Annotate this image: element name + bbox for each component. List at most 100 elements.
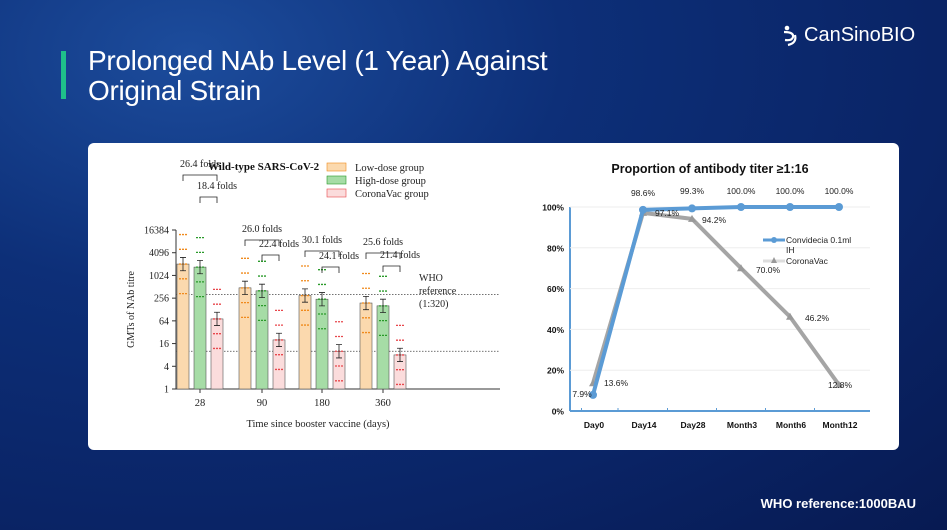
convidecia-marker bbox=[688, 204, 696, 213]
convidecia-marker bbox=[639, 205, 647, 214]
fold-bracket-outer bbox=[365, 252, 401, 259]
legend-label: Convidecia 0.1ml bbox=[786, 235, 851, 245]
legend-swatch bbox=[326, 188, 347, 198]
coronavac-marker bbox=[737, 264, 745, 272]
logo-text: CanSinoBIO bbox=[804, 24, 916, 46]
error-bar bbox=[336, 344, 342, 359]
error-bar bbox=[397, 347, 403, 362]
bar-high-dose bbox=[315, 298, 329, 390]
y-tick-label: 0% bbox=[552, 407, 565, 417]
fold-bracket-inner bbox=[199, 196, 218, 203]
y-tick-label: 4096 bbox=[149, 248, 169, 259]
y-tick-label: 4 bbox=[164, 362, 169, 373]
fold-label-inner: 21.4 folds bbox=[380, 250, 420, 261]
error-bar bbox=[276, 332, 282, 347]
title-line-1: Prolonged NAb Level (1 Year) Against bbox=[88, 45, 548, 76]
fold-label-outer: 25.6 folds bbox=[363, 237, 403, 248]
bar-high-dose bbox=[193, 266, 207, 390]
convidecia-data-label: 7.9% bbox=[572, 389, 592, 399]
y-tick-label: 256 bbox=[154, 294, 169, 305]
legend-label: CoronaVac bbox=[786, 256, 829, 266]
legend-label: CoronaVac group bbox=[355, 189, 429, 200]
x-tick-label: Month12 bbox=[823, 420, 858, 430]
convidecia-marker bbox=[589, 390, 597, 399]
y-tick-label: 100% bbox=[542, 203, 564, 213]
error-bar bbox=[302, 288, 308, 303]
error-bar bbox=[259, 283, 265, 298]
legend-swatch bbox=[326, 175, 347, 185]
convidecia-marker bbox=[835, 203, 843, 211]
bar-coronavac bbox=[210, 318, 224, 390]
coronavac-data-label: 94.2% bbox=[702, 215, 727, 225]
convidecia-marker bbox=[737, 203, 745, 211]
coronavac-data-label: 97.1% bbox=[655, 208, 680, 218]
legend-label: IH bbox=[786, 245, 795, 255]
legend-marker-coronavac bbox=[771, 257, 777, 263]
x-tick-label: Day14 bbox=[631, 420, 656, 430]
chart-title: Proportion of antibody titer ≥1:16 bbox=[611, 162, 808, 176]
convidecia-data-label: 98.6% bbox=[631, 188, 656, 198]
who-reference-label: (1:320) bbox=[419, 299, 448, 310]
bar-low-dose bbox=[298, 295, 312, 390]
convidecia-line bbox=[591, 205, 839, 396]
fold-bracket-inner bbox=[382, 265, 401, 272]
chart-title: Wild-type SARS-CoV-2 bbox=[208, 161, 320, 173]
error-bar bbox=[197, 260, 203, 275]
who-reference-label: WHO bbox=[419, 273, 443, 284]
page-title: Prolonged NAb Level (1 Year) Against Ori… bbox=[88, 45, 548, 106]
legend-marker-convidecia bbox=[771, 237, 777, 243]
coronavac-data-label: 13.6% bbox=[604, 378, 629, 388]
legend-label: Low-dose group bbox=[355, 163, 424, 174]
fold-label-inner: 24.1 folds bbox=[319, 251, 359, 262]
coronavac-marker bbox=[835, 380, 843, 388]
y-tick-label: 64 bbox=[159, 316, 169, 327]
legend-swatch bbox=[326, 162, 347, 172]
x-axis-label: Time since booster vaccine (days) bbox=[246, 419, 390, 430]
fold-label-inner: 22.4 folds bbox=[259, 239, 299, 250]
title-accent-bar bbox=[61, 51, 66, 99]
fold-label-outer: 30.1 folds bbox=[302, 235, 342, 246]
x-tick-label: Day28 bbox=[680, 420, 705, 430]
legend-label: High-dose group bbox=[355, 176, 426, 187]
fold-label-inner: 18.4 folds bbox=[197, 181, 237, 192]
coronavac-marker bbox=[786, 312, 794, 320]
x-tick-label: 360 bbox=[375, 398, 391, 409]
convidecia-data-label: 100.0% bbox=[825, 186, 854, 196]
bar-low-dose bbox=[176, 263, 190, 390]
nab-bar-chart: Wild-type SARS-CoV-2 Low-dose group High-d… bbox=[126, 159, 500, 430]
fold-bracket-outer bbox=[182, 174, 218, 181]
fold-bracket-outer bbox=[304, 250, 340, 257]
y-tick-label: 1 bbox=[164, 385, 169, 396]
coronavac-marker bbox=[688, 214, 696, 222]
fold-bracket-inner bbox=[321, 266, 340, 273]
y-tick-label: 60% bbox=[547, 284, 564, 294]
who-reference-note: WHO reference:1000BAU bbox=[760, 496, 916, 511]
bar-low-dose bbox=[359, 302, 373, 390]
fold-bracket-inner bbox=[261, 254, 280, 261]
x-tick-label: 90 bbox=[257, 398, 268, 409]
company-logo: CanSinoBIO bbox=[781, 24, 915, 47]
error-bar bbox=[242, 280, 248, 295]
bar-high-dose bbox=[376, 305, 390, 390]
y-tick-label: 1024 bbox=[149, 271, 169, 282]
error-bar bbox=[180, 257, 186, 272]
x-tick-label: 180 bbox=[314, 398, 330, 409]
logo-icon bbox=[783, 25, 797, 46]
error-bar bbox=[380, 298, 386, 313]
coronavac-data-label: 12.8% bbox=[828, 380, 853, 390]
y-tick-label: 16 bbox=[159, 339, 169, 350]
fold-label-outer: 26.0 folds bbox=[242, 224, 282, 235]
proportion-line-chart: Proportion of antibody titer ≥1:16 0% 20% 4… bbox=[542, 162, 870, 430]
coronavac-data-label: 46.2% bbox=[805, 313, 830, 323]
coronavac-data-label: 70.0% bbox=[756, 265, 781, 275]
x-tick-label: Month3 bbox=[727, 420, 757, 430]
y-axis-label: GMTs of NAb titre bbox=[126, 271, 137, 348]
fold-bracket-outer bbox=[244, 239, 280, 246]
y-tick-label: 16384 bbox=[144, 226, 169, 237]
who-reference-label: reference bbox=[419, 286, 457, 297]
x-tick-label: Day0 bbox=[584, 420, 605, 430]
convidecia-data-label: 99.3% bbox=[680, 186, 705, 196]
y-tick-label: 40% bbox=[547, 325, 564, 335]
error-bar bbox=[214, 311, 220, 326]
y-tick-label: 20% bbox=[547, 366, 564, 376]
